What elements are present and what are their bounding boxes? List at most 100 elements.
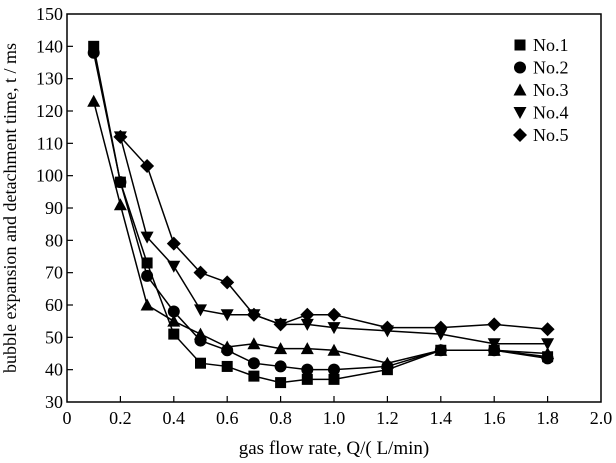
data-point xyxy=(195,357,206,369)
series-no3 xyxy=(87,94,555,369)
legend-marker xyxy=(513,107,527,119)
legend-label: No.1 xyxy=(533,35,569,55)
data-point xyxy=(140,158,155,173)
data-point xyxy=(246,307,261,322)
data-point xyxy=(540,322,555,337)
data-point xyxy=(327,307,341,322)
data-point xyxy=(220,275,235,290)
y-tick-label: 90 xyxy=(45,198,63,218)
data-point xyxy=(113,198,127,211)
data-point xyxy=(300,318,314,331)
data-point xyxy=(140,231,154,244)
x-tick-label: 0.6 xyxy=(216,408,239,428)
y-tick-label: 60 xyxy=(45,295,63,315)
data-point xyxy=(166,236,181,251)
x-tick-label: 2.0 xyxy=(590,408,613,428)
legend-label: No.5 xyxy=(533,125,569,145)
data-point xyxy=(433,320,448,335)
y-tick-label: 150 xyxy=(36,4,63,24)
data-point xyxy=(487,338,501,351)
data-point xyxy=(88,40,100,52)
series-line xyxy=(92,52,548,371)
legend-item: No.4 xyxy=(513,103,569,123)
x-tick-label: 1.4 xyxy=(430,408,453,428)
data-point xyxy=(113,129,128,144)
x-axis-label: gas flow rate, Q/( L/min) xyxy=(239,438,429,459)
data-point xyxy=(248,370,260,382)
data-point xyxy=(434,343,448,356)
data-point xyxy=(541,347,555,359)
data-point xyxy=(167,260,181,273)
data-point xyxy=(141,269,154,282)
y-tick-label: 70 xyxy=(45,263,63,283)
data-point xyxy=(221,360,233,372)
x-tick-label: 0 xyxy=(63,408,72,428)
data-point xyxy=(141,257,153,269)
data-point xyxy=(328,363,340,376)
y-tick-label: 130 xyxy=(36,69,63,89)
data-point xyxy=(273,317,288,332)
data-point xyxy=(274,360,287,373)
data-point xyxy=(167,314,181,327)
legend-label: No.3 xyxy=(533,80,569,100)
y-tick-label: 40 xyxy=(45,360,63,380)
legend-item: No.2 xyxy=(514,58,569,78)
legend-item: No.3 xyxy=(513,80,569,100)
legend-item: No.1 xyxy=(514,35,569,55)
legend-item: No.5 xyxy=(513,125,569,145)
y-tick-label: 110 xyxy=(37,133,63,153)
legend-label: No.2 xyxy=(533,58,569,78)
y-tick-label: 120 xyxy=(36,101,63,121)
data-point xyxy=(114,176,127,189)
data-point xyxy=(327,322,341,335)
data-point xyxy=(541,338,555,351)
legend-label: No.4 xyxy=(533,103,569,123)
x-tick-label: 1.8 xyxy=(536,408,559,428)
data-point xyxy=(140,298,154,311)
data-point xyxy=(301,363,314,376)
data-point xyxy=(193,265,208,280)
data-point xyxy=(328,373,340,385)
data-point xyxy=(301,373,313,385)
legend-marker xyxy=(513,128,527,142)
x-tick-label: 0.2 xyxy=(109,408,132,428)
series-no1 xyxy=(88,40,554,389)
data-point xyxy=(220,309,234,322)
data-point xyxy=(380,356,394,369)
x-tick-label: 1.6 xyxy=(483,408,506,428)
series-line xyxy=(119,136,548,330)
legend-marker xyxy=(514,39,526,51)
legend-marker xyxy=(514,61,526,74)
legend-marker xyxy=(513,83,527,96)
data-point xyxy=(380,320,395,335)
y-tick-label: 100 xyxy=(36,166,63,186)
data-point xyxy=(300,307,315,322)
data-point xyxy=(194,327,207,340)
x-tick-label: 1.0 xyxy=(323,408,346,428)
x-tick-label: 1.2 xyxy=(376,408,399,428)
y-axis-label: bubble expansion and detachment time, t … xyxy=(0,43,20,373)
data-point xyxy=(167,305,180,318)
y-tick-label: 30 xyxy=(45,392,63,412)
series-no5 xyxy=(113,129,555,337)
series-line xyxy=(92,101,548,364)
data-point xyxy=(300,342,314,355)
data-point xyxy=(274,342,288,355)
data-point xyxy=(487,317,502,332)
data-point xyxy=(275,377,287,389)
data-point xyxy=(194,304,207,317)
y-tick-label: 140 xyxy=(36,36,63,56)
x-tick-label: 0.4 xyxy=(163,408,186,428)
data-point xyxy=(87,94,101,107)
x-tick-label: 0.8 xyxy=(269,408,292,428)
data-point xyxy=(247,357,260,370)
data-point xyxy=(220,340,234,353)
data-point xyxy=(87,46,100,59)
y-tick-label: 80 xyxy=(45,230,63,250)
data-point xyxy=(327,343,341,356)
data-point xyxy=(168,328,180,340)
y-tick-label: 50 xyxy=(45,327,63,347)
data-point xyxy=(247,337,261,350)
series-line xyxy=(92,46,548,384)
